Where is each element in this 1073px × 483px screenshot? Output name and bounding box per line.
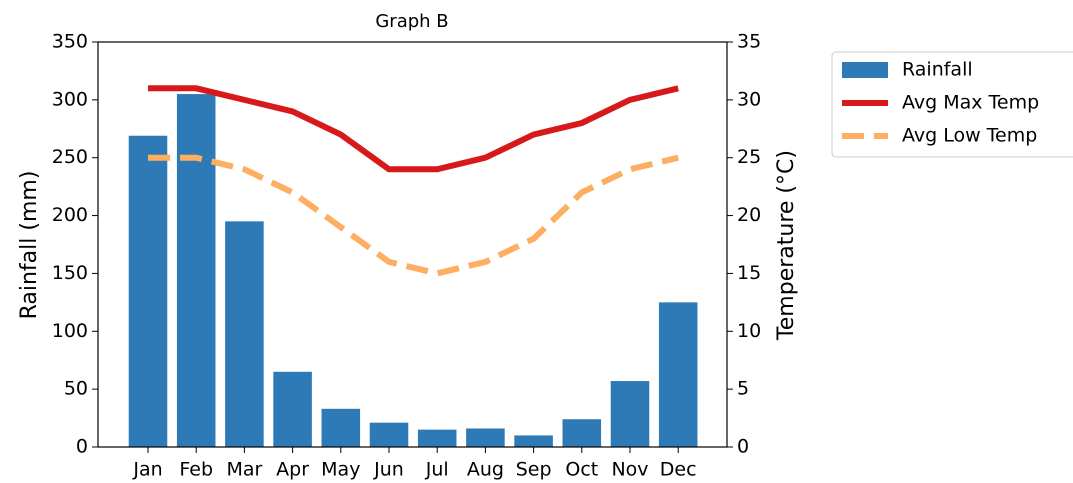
bar <box>417 429 457 447</box>
x-tick-label: Jun <box>373 459 404 481</box>
y-tick-label: 50 <box>64 378 88 400</box>
y2-tick-label: 10 <box>737 320 761 342</box>
y-tick-label: 0 <box>76 436 88 458</box>
legend-label: Avg Max Temp <box>902 92 1039 114</box>
y-tick-label: 200 <box>52 204 88 226</box>
bar <box>176 94 216 448</box>
y-tick-label: 300 <box>52 88 88 110</box>
y2-tick-label: 5 <box>737 378 749 400</box>
bar <box>369 422 409 447</box>
x-tick-label: Oct <box>565 459 598 481</box>
line-series <box>148 154 679 277</box>
y-tick-label: 150 <box>52 262 88 284</box>
y2-tick-label: 20 <box>737 204 761 226</box>
bar <box>466 428 505 447</box>
y-tick-label: 100 <box>52 320 88 342</box>
legend-label: Rainfall <box>902 59 973 81</box>
x-tick-label: Sep <box>516 459 552 481</box>
bar <box>562 419 602 447</box>
x-tick-label: May <box>321 459 360 481</box>
legend-box <box>831 51 1073 158</box>
y2-tick-label: 30 <box>737 88 761 110</box>
y-axis-label: Rainfall (mm) <box>17 171 42 320</box>
x-tick-label: Apr <box>276 459 309 481</box>
bar <box>128 135 168 447</box>
bar <box>273 371 312 447</box>
bar <box>225 221 264 447</box>
y-tick-label: 350 <box>52 31 88 53</box>
y-tick-label: 250 <box>52 146 88 168</box>
bar <box>610 381 650 447</box>
y2-tick-label: 0 <box>737 436 749 458</box>
y2-tick-label: 15 <box>737 262 761 284</box>
y2-tick-label: 25 <box>737 146 761 168</box>
legend-swatch <box>842 62 888 78</box>
x-tick-label: Nov <box>611 459 648 481</box>
line-series <box>148 85 679 173</box>
y2-axis-label: Temperature (°C) <box>774 150 799 341</box>
x-tick-label: Jan <box>132 459 162 481</box>
x-tick-label: Mar <box>226 459 262 481</box>
bar <box>514 435 553 447</box>
chart-title: Graph B <box>375 11 448 32</box>
bar <box>321 408 361 447</box>
legend-label: Avg Low Temp <box>902 125 1037 147</box>
x-tick-label: Aug <box>467 459 504 481</box>
x-tick-label: Feb <box>179 459 213 481</box>
y2-tick-label: 35 <box>737 31 761 53</box>
x-tick-label: Dec <box>660 459 697 481</box>
plot-frame <box>97 41 728 448</box>
bar <box>658 302 698 447</box>
x-tick-label: Jul <box>425 459 449 481</box>
